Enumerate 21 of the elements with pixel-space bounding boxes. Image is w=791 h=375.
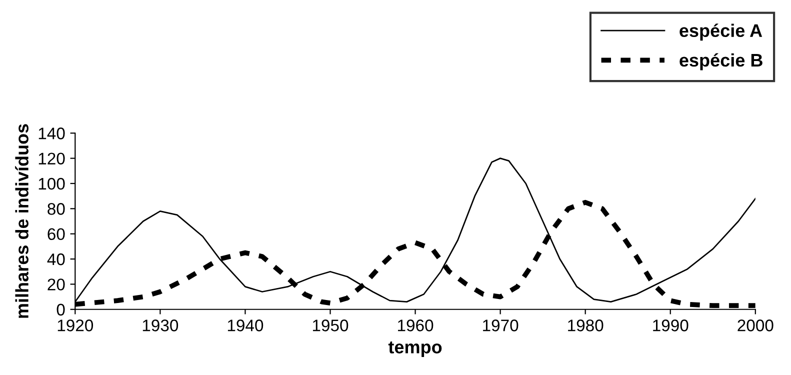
- y-tick-label: 60: [48, 228, 65, 240]
- y-tick-label: 100: [38, 178, 65, 190]
- x-tick-label: 1990: [653, 320, 688, 332]
- legend-label: espécie A: [680, 24, 762, 41]
- y-tick-label: 80: [48, 203, 65, 215]
- x-tick-label: 1920: [58, 320, 94, 332]
- y-tick-label: 120: [38, 152, 65, 165]
- x-tick-label: 1960: [398, 320, 434, 332]
- legend-label: espécie B: [680, 53, 762, 70]
- x-tick-label: 1970: [483, 320, 518, 332]
- x-tick-label: 1940: [228, 320, 264, 332]
- y-axis-title: milhares de indivíduos: [15, 124, 28, 318]
- y-tick-label: 40: [47, 253, 65, 266]
- y-tick-label: 20: [48, 278, 65, 290]
- y-tick-label: 140: [38, 128, 65, 140]
- x-axis-title: tempo: [388, 341, 442, 358]
- y-tick-label: 0: [56, 304, 65, 316]
- x-tick-label: 2000: [738, 320, 774, 332]
- x-tick-label: 1930: [142, 320, 178, 332]
- x-tick-label: 1980: [568, 320, 604, 332]
- x-tick-label: 1950: [312, 320, 348, 332]
